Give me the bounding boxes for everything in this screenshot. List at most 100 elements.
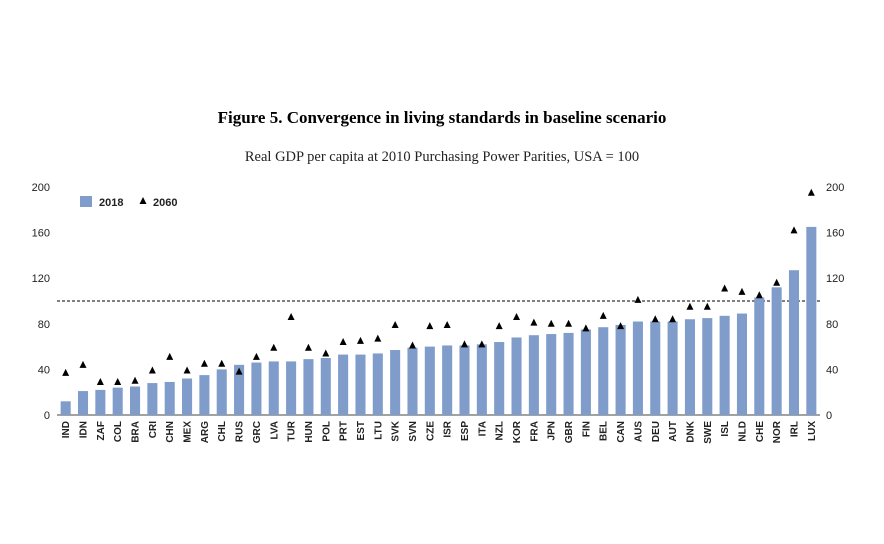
marker-2060 (703, 302, 711, 310)
y-axis-left: 0 40 80 120 160 200 (32, 182, 50, 422)
y-tick-label-left: 120 (32, 273, 50, 285)
x-tick-label: DNK (685, 420, 696, 442)
x-tick-label: ISL (720, 421, 731, 437)
bar-2018 (390, 350, 401, 415)
marker-2060 (513, 312, 521, 320)
bar-2018 (563, 332, 574, 415)
bar-2018 (112, 387, 123, 415)
x-tick-label: IRL (789, 421, 800, 437)
bar-2018 (511, 337, 522, 415)
marker-2060 (322, 349, 330, 357)
x-tick-label: RUS (235, 421, 246, 442)
bar-2018 (77, 391, 89, 415)
x-tick-label: KOR (512, 420, 523, 443)
x-tick-label: HUN (304, 421, 315, 443)
marker-2060 (166, 352, 174, 360)
bar-2018 (580, 329, 591, 415)
marker-2060 (478, 340, 486, 348)
x-tick-label: AUT (668, 421, 679, 442)
x-tick-label: ITA (477, 421, 488, 436)
y-tick-label-right: 160 (826, 228, 844, 240)
y-tick-label-right: 80 (826, 319, 838, 331)
bars-2018 (60, 226, 817, 415)
legend-marker-2060 (139, 197, 147, 204)
bar-2018 (268, 361, 279, 415)
bar-2018 (234, 364, 245, 415)
bar-2018 (442, 345, 453, 415)
x-tick-label: AUS (633, 421, 644, 442)
bar-2018 (788, 270, 800, 415)
marker-2060 (669, 315, 677, 323)
bar-2018 (650, 321, 661, 415)
marker-2060 (131, 376, 139, 384)
x-tick-label: MEX (183, 421, 194, 443)
marker-2060 (374, 334, 382, 342)
bar-2018 (130, 386, 141, 415)
chart-title: Figure 5. Convergence in living standard… (217, 108, 667, 127)
bar-2018 (95, 389, 106, 415)
x-tick-label: BRA (131, 421, 142, 443)
bar-2018 (216, 369, 227, 415)
bar-2018 (476, 344, 487, 415)
marker-2060 (96, 377, 104, 385)
bar-2018 (494, 342, 505, 415)
marker-2060 (651, 315, 659, 323)
bar-2018 (719, 315, 730, 415)
marker-2060 (738, 287, 746, 295)
markers-2060 (62, 188, 815, 385)
x-tick-label: LTU (373, 421, 384, 440)
bar-2018 (528, 335, 539, 415)
x-tick-label: ESP (460, 421, 471, 441)
marker-2060 (599, 311, 607, 319)
marker-2060 (634, 295, 642, 303)
marker-2060 (183, 366, 191, 374)
x-tick-label: TUR (287, 420, 298, 441)
marker-2060 (218, 359, 226, 367)
x-tick-label: CHN (165, 421, 176, 443)
x-tick-label: NZL (495, 421, 506, 440)
y-tick-label-right: 40 (826, 364, 838, 376)
marker-2060 (304, 343, 312, 351)
bar-2018 (632, 321, 643, 415)
x-axis-labels: IND IDN ZAF COL BRA CRI CHN MEX ARG CHL RUS GRC LVA T… (61, 420, 818, 444)
x-tick-label: CZE (425, 421, 436, 441)
bar-2018 (754, 297, 765, 415)
legend-label-2060: 2060 (153, 197, 177, 209)
bar-2018 (199, 375, 210, 415)
marker-2060 (565, 319, 573, 327)
y-axis-right: 0 40 80 120 160 200 (826, 182, 844, 422)
x-tick-label: POL (321, 421, 332, 442)
x-tick-label: ISR (443, 420, 454, 437)
marker-2060 (582, 324, 590, 332)
x-tick-label: CHE (755, 421, 766, 442)
x-tick-label: NOR (772, 420, 783, 443)
bar-2018 (771, 287, 782, 415)
y-tick-label-left: 0 (44, 410, 50, 422)
marker-2060 (547, 319, 555, 327)
bar-2018 (407, 347, 418, 415)
y-tick-label-right: 0 (826, 410, 832, 422)
marker-2060 (391, 320, 399, 328)
bar-2018 (736, 313, 747, 415)
x-tick-label: SWE (703, 421, 714, 444)
x-tick-label: ARG (200, 421, 211, 443)
x-tick-label: GBR (564, 420, 575, 443)
marker-2060 (495, 322, 503, 330)
bar-2018 (702, 318, 713, 415)
x-tick-label: EST (356, 421, 367, 440)
x-tick-label: DEU (651, 421, 662, 442)
y-tick-label-right: 200 (826, 182, 844, 194)
x-tick-label: CHL (217, 421, 228, 442)
bar-2018 (338, 354, 349, 415)
marker-2060 (773, 278, 781, 286)
marker-2060 (252, 352, 260, 360)
y-tick-label-left: 200 (32, 182, 50, 194)
marker-2060 (235, 367, 243, 375)
marker-2060 (339, 338, 347, 346)
y-tick-label-right: 120 (826, 273, 844, 285)
marker-2060 (530, 318, 538, 326)
x-tick-label: CAN (616, 421, 627, 443)
bar-2018 (424, 346, 435, 415)
marker-2060 (148, 366, 156, 374)
marker-2060 (807, 188, 815, 196)
